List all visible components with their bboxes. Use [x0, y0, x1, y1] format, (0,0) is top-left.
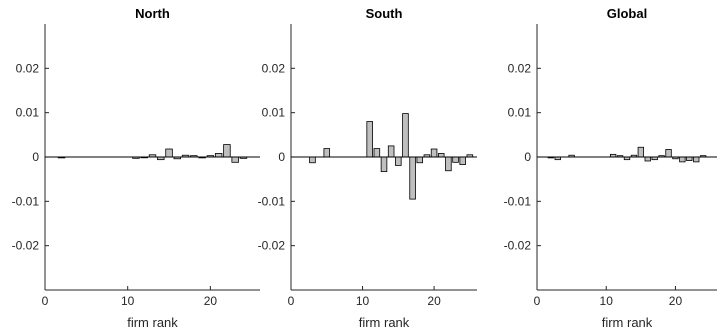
- panel-south: South 0.02 0.01 0 -0.01 -0.02 0 10 20 firm rank: [258, 6, 477, 330]
- bar: [409, 156, 416, 200]
- bar: [430, 148, 438, 158]
- x-tick-label: 0: [288, 294, 295, 308]
- y-tick-label: 0.01: [508, 106, 532, 120]
- bar: [445, 156, 452, 172]
- panel-title: Global: [607, 6, 647, 21]
- y-tick-label: -0.02: [504, 239, 532, 253]
- bar: [231, 156, 239, 163]
- y-tick-label: -0.02: [258, 239, 286, 253]
- y-tick-label: 0: [32, 150, 39, 164]
- panel-title: North: [135, 6, 170, 21]
- x-tick-label: 0: [534, 294, 541, 308]
- bar: [665, 149, 672, 158]
- y-tick-label: -0.02: [12, 239, 40, 253]
- bar: [366, 121, 373, 158]
- x-axis-label: firm rank: [602, 315, 653, 330]
- y-tick-label: 0.01: [262, 106, 286, 120]
- x-tick-label: 0: [42, 294, 49, 308]
- panel-title: South: [366, 6, 403, 21]
- x-tick-label: 20: [427, 294, 441, 308]
- bar: [165, 148, 173, 158]
- bar: [644, 156, 651, 162]
- y-tick-label: 0.02: [262, 61, 286, 75]
- bar: [387, 145, 395, 158]
- y-tick-label: 0.02: [508, 61, 532, 75]
- bar: [693, 156, 700, 163]
- bar: [452, 156, 459, 163]
- bar: [679, 156, 686, 163]
- y-tick-label: 0.01: [16, 106, 40, 120]
- bar: [437, 153, 445, 158]
- bar: [402, 113, 409, 158]
- x-axis-label: firm rank: [127, 315, 178, 330]
- x-tick-label: 20: [669, 294, 683, 308]
- x-tick-label: 10: [121, 294, 135, 308]
- x-tick-label: 10: [356, 294, 370, 308]
- bar: [395, 156, 402, 166]
- y-tick-label: -0.01: [12, 194, 40, 208]
- x-tick-label: 10: [600, 294, 614, 308]
- y-tick-label: 0.02: [16, 61, 40, 75]
- bar: [380, 156, 388, 173]
- y-tick-label: 0: [278, 150, 285, 164]
- bar: [686, 156, 693, 161]
- bar: [323, 148, 331, 158]
- y-tick-label: -0.01: [504, 194, 532, 208]
- bar: [373, 148, 381, 158]
- bar: [637, 146, 645, 158]
- bar: [309, 156, 316, 164]
- panel-north: North 0.02 0.01 0 -0.01 -0.02 0 10 20 firm rank: [12, 6, 260, 330]
- panel-global: Global 0.02 0.01 0 -0.01 -0.02 0 10 20 firm rank: [504, 6, 717, 330]
- bar: [223, 144, 231, 158]
- x-axis-label: firm rank: [359, 315, 410, 330]
- x-tick-label: 20: [204, 294, 218, 308]
- bar: [214, 153, 223, 158]
- bar: [459, 156, 466, 165]
- bar: [416, 156, 424, 164]
- y-tick-label: 0: [524, 150, 531, 164]
- y-tick-label: -0.01: [258, 194, 286, 208]
